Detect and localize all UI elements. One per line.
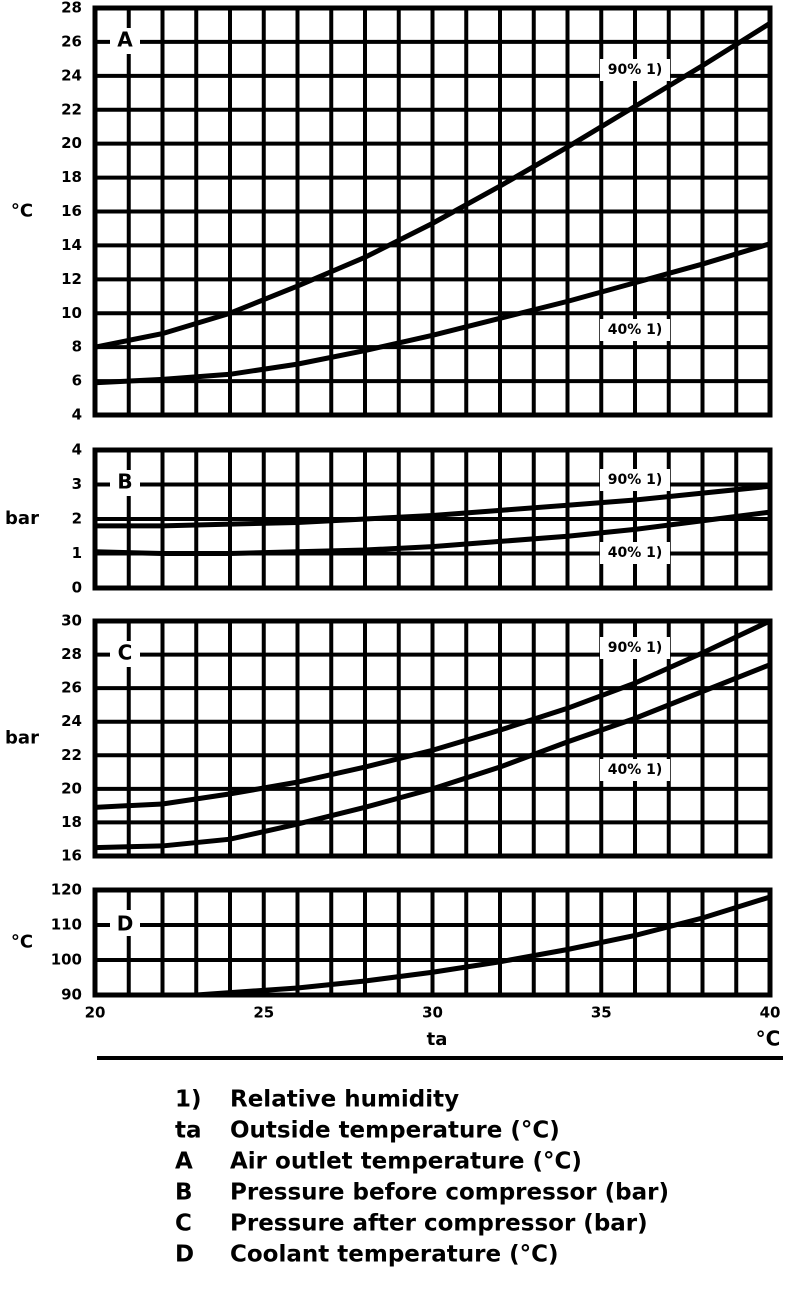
series-label: 40% 1) [608,762,663,778]
note-text: Air outlet temperature (°C) [230,1149,582,1175]
y-tick-label: 1 [72,544,82,562]
note-text: Relative humidity [230,1087,459,1113]
line-series [94,509,771,556]
plot-frame [92,618,773,859]
y-tick-label: 22 [61,746,82,764]
y-tick-label: 100 [51,951,82,969]
y-tick-label: 0 [72,579,82,597]
y-tick-label: 30 [61,612,82,630]
y-tick-label: 18 [61,168,82,186]
x-axis-label: ta [427,1029,448,1050]
x-tick-label: 25 [253,1004,274,1022]
y-tick-label: 8 [72,338,82,356]
y-axis-label: °C [11,201,33,222]
note-key: D [175,1242,194,1268]
series-label-bg [600,759,670,781]
y-tick-label: 12 [61,270,82,288]
line-series [196,894,771,998]
panel-label-bg [110,470,140,496]
y-tick-label: 10 [61,304,82,322]
y-tick-label: 18 [61,813,82,831]
y-tick-label: 2 [72,510,82,528]
y-tick-label: 14 [61,236,82,254]
y-tick-label: 16 [61,202,82,220]
y-tick-label: 24 [61,66,82,84]
y-tick-label: 20 [61,779,82,797]
line-series [94,618,772,810]
y-tick-label: 6 [72,372,82,390]
y-axis-label: °C [11,932,33,953]
y-axis-label: bar [5,508,39,529]
line-series [94,21,772,350]
y-axis-label: bar [5,728,39,749]
series-label: 40% 1) [608,545,663,561]
series-label: 90% 1) [608,62,663,78]
y-tick-label: 24 [61,712,82,730]
series-label: 40% 1) [608,322,663,338]
panel-label: C [118,641,133,665]
plot-frame [92,887,773,998]
x-tick-label: 20 [85,1004,106,1022]
series-label: 90% 1) [608,472,663,488]
y-tick-label: 22 [61,100,82,118]
note-key: B [175,1180,193,1206]
panel-label-bg [110,641,140,667]
series-label-bg [600,469,670,491]
y-tick-label: 16 [61,847,82,865]
y-tick-label: 120 [51,881,82,899]
panel-label: A [117,28,133,52]
y-tick-label: 20 [61,134,82,152]
series-label-bg [600,59,670,81]
x-tick-label: 40 [760,1004,781,1022]
line-series [95,483,771,529]
panel-label-bg [110,28,140,54]
y-tick-label: 3 [72,475,82,493]
y-tick-label: 90 [61,986,82,1004]
note-key: A [175,1149,193,1175]
note-key: 1) [175,1087,202,1113]
panel-label: D [117,912,134,936]
x-tick-label: 30 [422,1004,443,1022]
series-label-bg [600,542,670,564]
series-label-bg [600,637,670,659]
note-text: Pressure after compressor (bar) [230,1211,648,1237]
plot-frame [92,5,773,418]
y-tick-label: 110 [51,916,82,934]
panel-label: B [117,470,132,494]
line-series [94,241,771,386]
y-tick-label: 26 [61,679,82,697]
panel-label-bg [110,910,140,936]
line-series [94,662,771,851]
note-text: Pressure before compressor (bar) [230,1180,669,1206]
note-text: Outside temperature (°C) [230,1118,560,1144]
y-tick-label: 28 [61,0,82,17]
y-tick-label: 28 [61,645,82,663]
y-tick-label: 4 [72,441,82,459]
note-text: Coolant temperature (°C) [230,1242,558,1268]
y-tick-label: 4 [72,406,82,424]
note-key: C [175,1211,192,1237]
y-tick-label: 26 [61,32,82,50]
x-axis-unit: °C [756,1027,781,1051]
series-label: 90% 1) [608,640,663,656]
x-tick-label: 35 [591,1004,612,1022]
note-key: ta [175,1118,202,1144]
series-label-bg [600,319,670,341]
plot-frame [92,447,773,591]
